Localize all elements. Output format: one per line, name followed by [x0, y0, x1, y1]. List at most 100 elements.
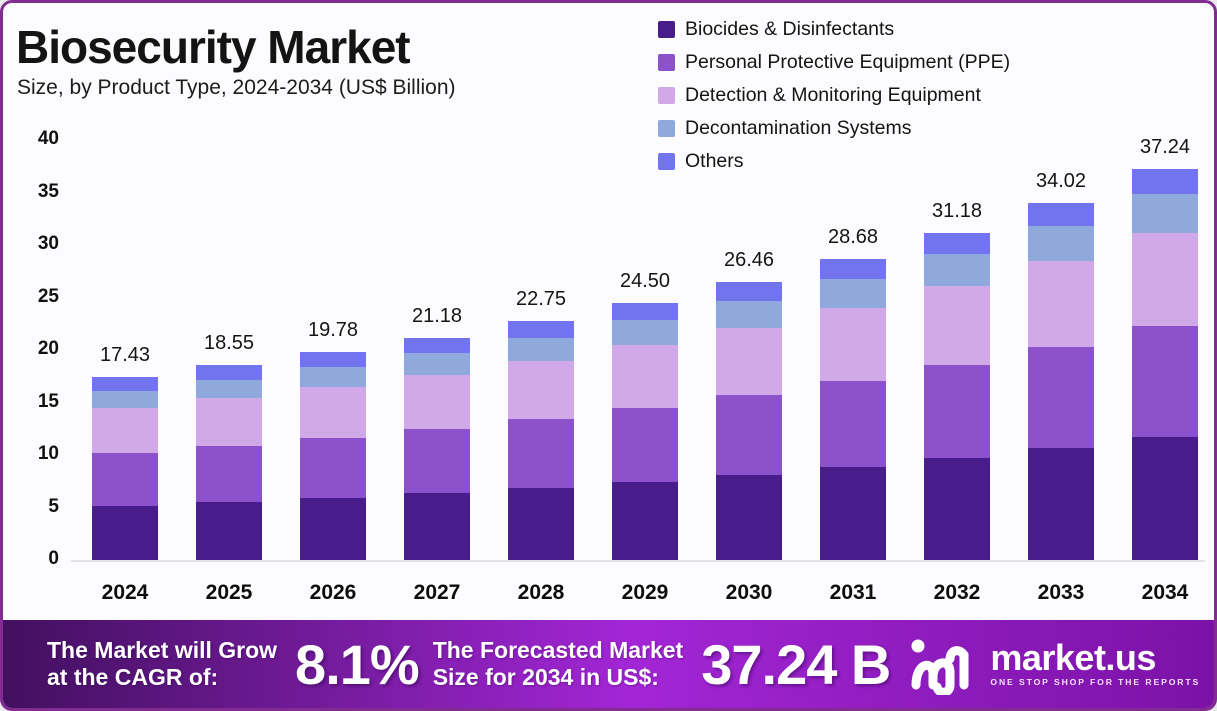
- y-axis-tick-label: 0: [48, 548, 59, 569]
- bar-2024-decontamination-systems: [92, 390, 158, 408]
- bar-total-2026: 19.78: [307, 319, 359, 342]
- y-axis-tick-label: 5: [48, 495, 59, 517]
- bar-2034-others: [1132, 168, 1198, 194]
- cagr-label-line1: The Market will Grow: [47, 637, 278, 663]
- legend-label: Others: [685, 150, 744, 172]
- legend-swatch-ppe-icon: [658, 54, 675, 71]
- page-title: Biosecurity Market: [16, 21, 411, 73]
- bar-2026-decontamination-systems: [300, 367, 366, 388]
- bar-2027-personal-protective-equipment-ppe: [404, 429, 470, 493]
- bar-total-2034: 37.24: [1139, 135, 1191, 158]
- bar-2032-decontamination-systems: [924, 254, 990, 287]
- bar-total-2031: 28.68: [827, 225, 879, 248]
- bar-2033-detection-monitoring-equipment: [1028, 261, 1094, 347]
- x-axis-label-2026: 2026: [309, 581, 357, 604]
- bar-2027-others: [404, 337, 470, 354]
- bar-2028-personal-protective-equipment-ppe: [508, 419, 574, 488]
- bar-2033-biocides-disinfectants: [1028, 448, 1094, 560]
- bar-total-2033: 34.02: [1035, 169, 1087, 192]
- bar-2034-detection-monitoring-equipment: [1132, 232, 1198, 326]
- cagr-value: 8.1%: [295, 632, 420, 696]
- y-axis-tick-label: 30: [37, 233, 59, 254]
- bar-2026-others: [300, 352, 366, 368]
- bar-2029-biocides-disinfectants: [612, 481, 678, 560]
- stacked-bar-chart: 0 5 10 15 20 25 30 35 40 17.43 2024 18.55 2025 19.78 2…: [3, 3, 1214, 623]
- bar-2025-biocides-disinfectants: [196, 502, 262, 560]
- x-axis-line: [71, 560, 1205, 562]
- market-us-logo-text: market.us: [990, 637, 1156, 678]
- forecast-label: The Forecasted Market Size for 2034 in U…: [433, 637, 684, 691]
- y-axis-tick-label: 15: [37, 390, 59, 412]
- bar-2028-decontamination-systems: [508, 337, 574, 361]
- bar-2032-biocides-disinfectants: [924, 458, 990, 560]
- bar-2026-biocides-disinfectants: [300, 497, 366, 560]
- bar-2033-others: [1028, 202, 1094, 226]
- market-us-logo: market.us ONE STOP SHOP FOR THE REPORTS: [908, 633, 1200, 695]
- bar-total-2029: 24.50: [619, 269, 671, 292]
- bar-2024-others: [92, 376, 158, 391]
- cagr-label-line2: at the CAGR of:: [47, 664, 219, 690]
- bar-2027-detection-monitoring-equipment: [404, 374, 470, 430]
- forecast-label-line1: The Forecasted Market: [432, 637, 684, 663]
- bar-2033-personal-protective-equipment-ppe: [1028, 346, 1094, 449]
- bar-2029-detection-monitoring-equipment: [612, 345, 678, 408]
- legend-swatch-detection-icon: [658, 87, 675, 104]
- bar-2026-personal-protective-equipment-ppe: [300, 438, 366, 498]
- y-axis-tick-label: 10: [37, 443, 59, 464]
- legend-label: Personal Protective Equipment (PPE): [685, 51, 1011, 73]
- legend-item: Others: [658, 145, 1010, 178]
- x-axis-label-2033: 2033: [1037, 581, 1085, 604]
- bar-total-2025: 18.55: [203, 332, 255, 355]
- bar-2034-biocides-disinfectants: [1132, 436, 1198, 560]
- x-axis-label-2025: 2025: [205, 581, 253, 604]
- legend-label: Detection & Monitoring Equipment: [685, 84, 981, 106]
- bar-2034-decontamination-systems: [1132, 193, 1198, 233]
- y-axis-tick-label: 20: [37, 338, 59, 359]
- x-axis-label-2029: 2029: [621, 581, 669, 604]
- x-axis-label-2028: 2028: [517, 581, 565, 604]
- bar-2027-biocides-disinfectants: [404, 492, 470, 560]
- x-axis-label-2030: 2030: [725, 581, 773, 604]
- bar-2028-detection-monitoring-equipment: [508, 360, 574, 420]
- bar-2024-biocides-disinfectants: [92, 506, 158, 560]
- bar-2034-personal-protective-equipment-ppe: [1132, 325, 1198, 437]
- bar-total-2030: 26.46: [723, 249, 775, 272]
- forecast-value: 37.24 B: [701, 632, 891, 696]
- bar-2030-others: [716, 282, 782, 301]
- bar-2031-biocides-disinfectants: [820, 466, 886, 560]
- x-axis-label-2032: 2032: [933, 581, 981, 604]
- page-subtitle: Size, by Product Type, 2024-2034 (US$ Bi…: [17, 75, 456, 99]
- bar-2033-decontamination-systems: [1028, 225, 1094, 262]
- bar-total-2028: 22.75: [515, 288, 567, 311]
- bar-2025-others: [196, 365, 262, 380]
- bar-2027-decontamination-systems: [404, 353, 470, 375]
- market-us-logo-icon: [911, 639, 969, 695]
- legend-label: Biocides & Disinfectants: [685, 18, 895, 40]
- bar-2024-personal-protective-equipment-ppe: [92, 453, 158, 507]
- bar-2025-personal-protective-equipment-ppe: [196, 446, 262, 503]
- bar-2031-detection-monitoring-equipment: [820, 308, 886, 382]
- chart-header: Biosecurity Market Size, by Product Type…: [16, 21, 456, 100]
- bar-total-2032: 31.18: [931, 199, 983, 222]
- legend-item: Detection & Monitoring Equipment: [658, 79, 1010, 112]
- bar-2031-personal-protective-equipment-ppe: [820, 381, 886, 467]
- bar-total-2024: 17.43: [99, 343, 151, 366]
- bar-2030-decontamination-systems: [716, 300, 782, 328]
- bar-2031-others: [820, 258, 886, 279]
- market-us-logo-text-block: market.us ONE STOP SHOP FOR THE REPORTS: [990, 637, 1201, 688]
- legend-swatch-biocides-icon: [658, 21, 675, 38]
- bar-2025-decontamination-systems: [196, 379, 262, 398]
- market-us-logo-tagline: ONE STOP SHOP FOR THE REPORTS: [990, 677, 1201, 687]
- legend-label: Decontamination Systems: [685, 117, 912, 139]
- x-axis-label-2027: 2027: [413, 581, 461, 604]
- bar-2030-biocides-disinfectants: [716, 474, 782, 560]
- legend-item: Personal Protective Equipment (PPE): [658, 46, 1010, 79]
- y-axis-tick-label: 35: [37, 180, 59, 202]
- legend-item: Biocides & Disinfectants: [658, 13, 1010, 46]
- bar-total-2027: 21.18: [411, 304, 463, 327]
- bar-2024-detection-monitoring-equipment: [92, 407, 158, 454]
- x-axis-label-2024: 2024: [101, 581, 149, 604]
- bar-2031-decontamination-systems: [820, 278, 886, 309]
- bar-2032-detection-monitoring-equipment: [924, 286, 990, 365]
- cagr-label: The Market will Grow at the CAGR of:: [47, 637, 277, 691]
